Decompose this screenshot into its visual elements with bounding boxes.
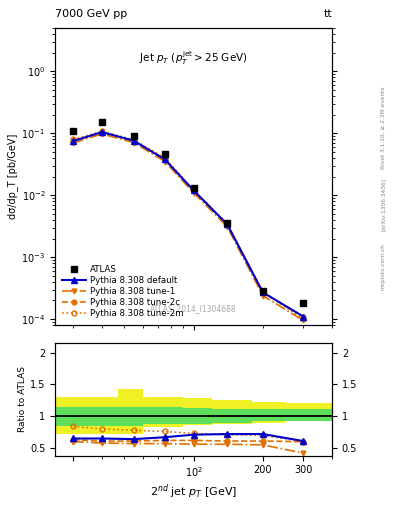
ATLAS bbox=[162, 151, 167, 157]
Pythia 8.308 tune-2m bbox=[131, 137, 136, 143]
Pythia 8.308 tune-2c bbox=[225, 221, 230, 227]
Pythia 8.308 tune-2m bbox=[191, 187, 196, 194]
Pythia 8.308 tune-1 bbox=[261, 292, 265, 298]
Line: Pythia 8.308 tune-2m: Pythia 8.308 tune-2m bbox=[71, 129, 306, 322]
Text: Jet $p_T$ ($p_T^{\rm jet}>25$ GeV): Jet $p_T$ ($p_T^{\rm jet}>25$ GeV) bbox=[139, 49, 248, 67]
Text: tt: tt bbox=[323, 9, 332, 19]
Pythia 8.308 tune-1 bbox=[191, 189, 196, 196]
Text: ATLAS_2014_I1304688: ATLAS_2014_I1304688 bbox=[150, 304, 237, 313]
Text: Rivet 3.1.10, ≥ 2.3M events: Rivet 3.1.10, ≥ 2.3M events bbox=[381, 87, 386, 169]
Pythia 8.308 default bbox=[191, 187, 196, 194]
Line: ATLAS: ATLAS bbox=[70, 118, 307, 306]
Pythia 8.308 tune-2c bbox=[71, 138, 75, 144]
Pythia 8.308 default bbox=[131, 138, 136, 144]
Pythia 8.308 tune-1 bbox=[301, 317, 306, 324]
Pythia 8.308 tune-1 bbox=[100, 131, 105, 137]
Pythia 8.308 tune-1 bbox=[131, 139, 136, 145]
ATLAS bbox=[225, 220, 230, 226]
Line: Pythia 8.308 default: Pythia 8.308 default bbox=[70, 129, 306, 319]
Pythia 8.308 tune-2m bbox=[71, 136, 75, 142]
Pythia 8.308 default bbox=[225, 221, 230, 227]
Line: Pythia 8.308 tune-1: Pythia 8.308 tune-1 bbox=[71, 132, 306, 323]
Pythia 8.308 tune-1 bbox=[71, 140, 75, 146]
Pythia 8.308 tune-2m bbox=[301, 316, 306, 322]
Pythia 8.308 tune-2m bbox=[261, 288, 265, 294]
ATLAS bbox=[191, 185, 196, 191]
Pythia 8.308 tune-2m bbox=[100, 128, 105, 134]
ATLAS bbox=[100, 118, 105, 124]
Pythia 8.308 default bbox=[301, 313, 306, 319]
Pythia 8.308 tune-2c bbox=[162, 156, 167, 162]
Pythia 8.308 default bbox=[162, 156, 167, 162]
Pythia 8.308 tune-2c bbox=[191, 187, 196, 194]
ATLAS bbox=[71, 127, 75, 134]
Pythia 8.308 tune-1 bbox=[162, 159, 167, 165]
Text: [arXiv:1306.3436]: [arXiv:1306.3436] bbox=[381, 178, 386, 231]
Text: mcplots.cern.ch: mcplots.cern.ch bbox=[381, 243, 386, 290]
X-axis label: 2$^{nd}$ jet $p_T$ [GeV]: 2$^{nd}$ jet $p_T$ [GeV] bbox=[150, 482, 237, 501]
Pythia 8.308 default bbox=[100, 129, 105, 135]
ATLAS bbox=[261, 288, 265, 294]
Text: 7000 GeV pp: 7000 GeV pp bbox=[55, 9, 127, 19]
Pythia 8.308 tune-2c bbox=[131, 138, 136, 144]
Pythia 8.308 default bbox=[71, 138, 75, 144]
Y-axis label: dσ/dp_T [pb/GeV]: dσ/dp_T [pb/GeV] bbox=[7, 134, 18, 219]
ATLAS bbox=[131, 133, 136, 139]
Legend: ATLAS, Pythia 8.308 default, Pythia 8.308 tune-1, Pythia 8.308 tune-2c, Pythia 8: ATLAS, Pythia 8.308 default, Pythia 8.30… bbox=[59, 262, 187, 321]
ATLAS bbox=[301, 300, 306, 306]
Y-axis label: Ratio to ATLAS: Ratio to ATLAS bbox=[18, 367, 27, 432]
Pythia 8.308 tune-2m bbox=[162, 155, 167, 161]
Pythia 8.308 tune-2c bbox=[301, 313, 306, 319]
Pythia 8.308 tune-2c bbox=[261, 289, 265, 295]
Line: Pythia 8.308 tune-2c: Pythia 8.308 tune-2c bbox=[71, 131, 306, 319]
Pythia 8.308 tune-2c bbox=[100, 130, 105, 136]
Pythia 8.308 tune-2m bbox=[225, 221, 230, 227]
Pythia 8.308 default bbox=[261, 289, 265, 295]
Pythia 8.308 tune-1 bbox=[225, 224, 230, 230]
